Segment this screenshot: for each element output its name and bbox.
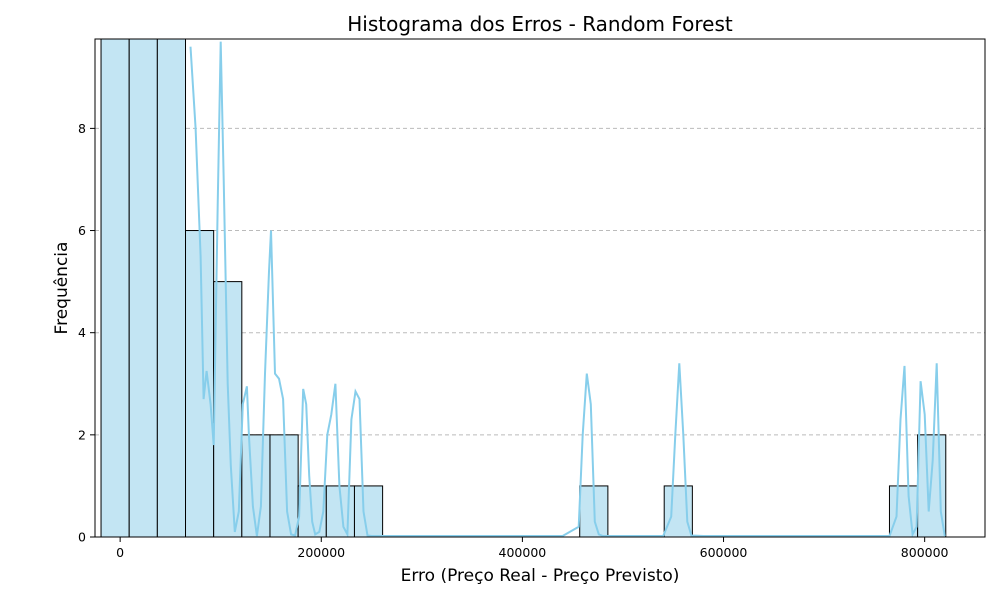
kde-curve	[189, 41, 946, 537]
y-tick-label: 6	[78, 223, 86, 238]
x-tick-label: 800000	[901, 545, 949, 560]
histogram-bars	[100, 39, 947, 537]
plot-frame	[94, 38, 986, 538]
y-tick-label: 8	[78, 121, 86, 136]
histogram-bar	[128, 39, 158, 537]
y-axis-ticks: 0 2 4 6 8	[78, 121, 95, 545]
histogram-bar	[156, 39, 187, 537]
histogram-bar	[353, 485, 384, 537]
x-tick-label: 200000	[297, 545, 345, 560]
x-tick-label: 0	[116, 545, 124, 560]
y-axis-label: Frequência	[52, 242, 72, 335]
histogram-bar	[888, 485, 919, 537]
y-tick-label: 2	[78, 427, 86, 442]
chart-title: Histograma dos Erros - Random Forest	[347, 12, 733, 36]
x-tick-label: 400000	[499, 545, 547, 560]
x-axis-label: Erro (Preço Real - Preço Previsto)	[401, 566, 680, 586]
histogram-bar	[663, 485, 693, 537]
kde-curve-layer	[189, 41, 946, 537]
y-tick-label: 0	[78, 530, 86, 545]
y-tick-label: 4	[78, 325, 86, 340]
histogram-bar	[100, 39, 130, 537]
x-tick-label: 600000	[700, 545, 748, 560]
histogram-bar	[185, 230, 215, 537]
x-axis-ticks: 0 200000 400000 600000 800000	[116, 537, 949, 560]
